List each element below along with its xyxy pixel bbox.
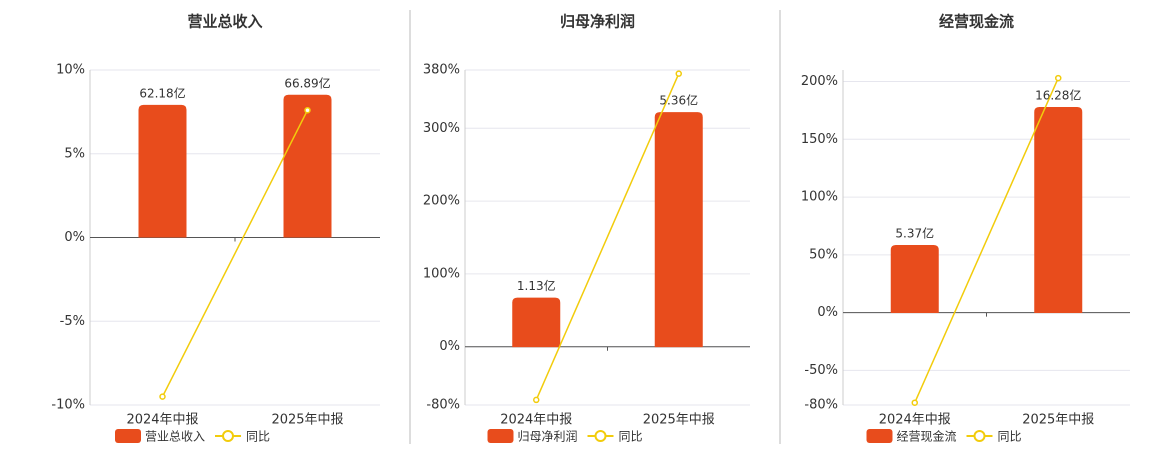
y-tick-label: 100% <box>801 190 838 205</box>
chart-title: 经营现金流 <box>939 13 1014 31</box>
legend-label: 经营现金流 <box>897 429 957 444</box>
data-label: 1.13亿 <box>517 278 556 293</box>
legend-swatch <box>487 429 514 443</box>
data-label: 66.89亿 <box>284 75 330 90</box>
point <box>159 393 166 400</box>
y-tick-label: 100% <box>423 266 460 281</box>
y-tick-label: 0% <box>817 305 838 320</box>
line <box>535 73 680 401</box>
y-tick-label: 300% <box>423 121 460 136</box>
chart-title: 营业总收入 <box>187 13 262 31</box>
x-tick-label: 2024年中报 <box>126 413 198 428</box>
line <box>914 77 1059 403</box>
line <box>161 109 309 397</box>
y-tick-label: -50% <box>804 363 838 378</box>
legend-label: 同比 <box>246 430 270 444</box>
y-tick-label: 150% <box>801 132 838 147</box>
x-tick-label: 2025年中报 <box>1022 413 1094 428</box>
x-tick-label: 2025年中报 <box>271 413 343 428</box>
data-label: 62.18亿 <box>139 85 185 100</box>
data-label: 5.37亿 <box>895 226 934 241</box>
point <box>304 106 311 114</box>
legend-swatch <box>866 429 893 443</box>
y-tick-label: -80% <box>804 398 838 413</box>
bar <box>512 297 561 348</box>
bar <box>138 104 187 238</box>
y-tick-label: 10% <box>56 63 85 78</box>
x-tick-label: 2024年中报 <box>879 413 951 428</box>
legend-swatch <box>115 429 141 443</box>
bar <box>890 245 939 313</box>
legend-label: 营业总收入 <box>145 430 205 444</box>
data-label: 16.28亿 <box>1035 87 1081 102</box>
bar <box>654 112 703 348</box>
y-tick-label: 200% <box>801 74 838 89</box>
y-tick-label: -10% <box>51 398 85 413</box>
chart-title: 归母净利润 <box>560 13 635 31</box>
y-tick-label: 50% <box>809 247 838 262</box>
legend-label: 同比 <box>998 430 1022 444</box>
legend-marker <box>222 430 234 442</box>
y-tick-label: -5% <box>60 314 85 329</box>
x-tick-label: 2025年中报 <box>643 413 715 428</box>
bar <box>1034 106 1083 313</box>
y-tick-label: 0% <box>439 339 460 354</box>
point <box>675 70 682 77</box>
point <box>533 396 540 404</box>
legend-label: 同比 <box>619 430 643 444</box>
x-tick-label: 2024年中报 <box>500 413 572 428</box>
y-tick-label: 0% <box>64 230 85 245</box>
bar <box>283 94 332 238</box>
legend-label: 归母净利润 <box>518 430 578 444</box>
legend-marker <box>594 430 607 442</box>
legend-marker <box>973 430 986 442</box>
y-tick-label: 5% <box>64 146 85 161</box>
point <box>911 399 918 406</box>
y-tick-label: 380% <box>423 63 460 78</box>
y-tick-label: 200% <box>423 194 460 209</box>
y-tick-label: -80% <box>426 398 460 413</box>
point <box>1055 74 1062 82</box>
